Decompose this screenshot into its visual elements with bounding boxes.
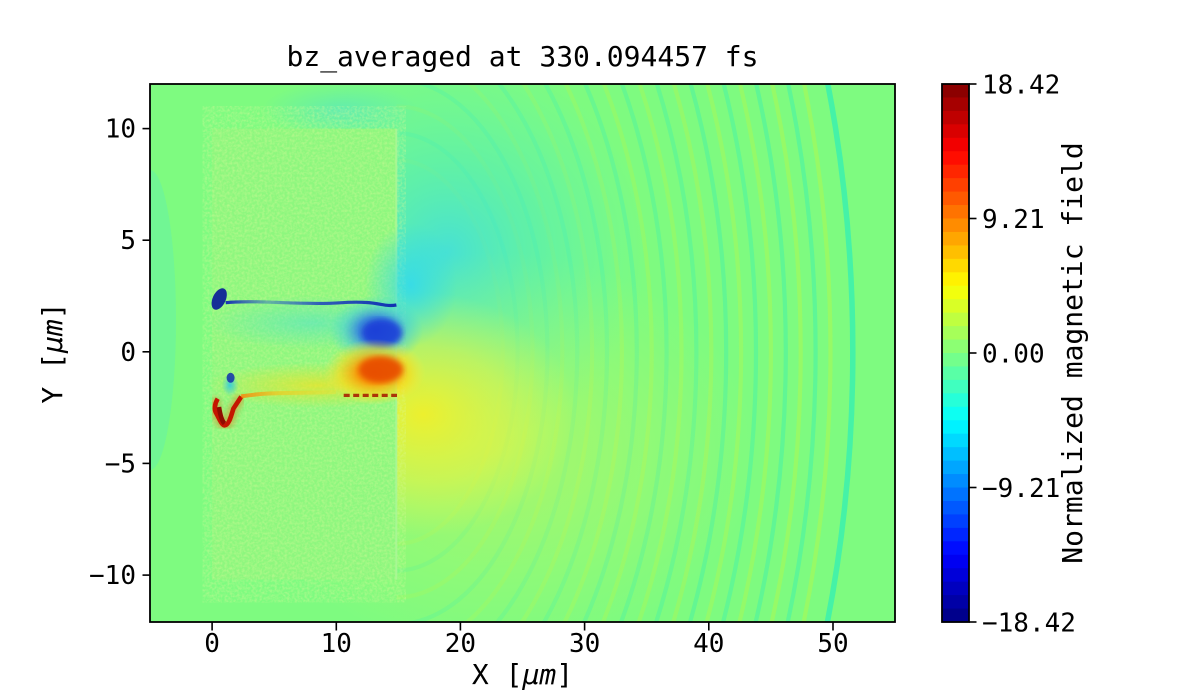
colorbar-level [942, 595, 969, 610]
y-tick-label: 5 [120, 226, 136, 256]
colorbar-level [942, 353, 969, 368]
colorbar-tick-label: 9.21 [982, 205, 1045, 235]
colorbar-level [942, 299, 969, 314]
y-tick-marks [142, 127, 150, 576]
colorbar-level [942, 500, 969, 515]
x-tick-label: 50 [817, 629, 848, 659]
negative-spot-above-hook [221, 374, 239, 397]
colorbar-tick-label: −9.21 [982, 474, 1060, 504]
x-tick-label: 20 [445, 629, 476, 659]
y-tick-label: 0 [120, 338, 136, 368]
wavefront-arc [785, 84, 818, 622]
x-tick-label: 30 [569, 629, 600, 659]
colorbar-level [942, 272, 969, 287]
colorbar-level [942, 406, 969, 421]
positive-orange-core [359, 356, 403, 383]
colorbar-tick-marks [969, 83, 977, 623]
colorbar-level [942, 514, 969, 529]
colorbar-level [942, 379, 969, 394]
heatmap-field [150, 84, 895, 622]
wavefront-arc [824, 84, 856, 622]
colorbar-level [942, 137, 969, 152]
left-edge-cyan-tint [150, 170, 176, 470]
colorbar-level [942, 541, 969, 556]
cyan-top-band [262, 84, 418, 138]
colorbar-level [942, 608, 969, 623]
y-label-mu: μm [36, 319, 69, 354]
wavefront-arc [753, 84, 788, 622]
y-label-prefix: Y [ [36, 353, 69, 404]
wavefront-arc [769, 84, 803, 622]
colorbar-level [942, 554, 969, 569]
wavefront-arc [737, 84, 773, 622]
colorbar-level [942, 474, 969, 489]
colorbar-level [942, 527, 969, 542]
colorbar-level [942, 97, 969, 112]
x-tick-label: 40 [693, 629, 724, 659]
wavefront-arc [801, 84, 833, 622]
positive-hook-dark-core [216, 406, 227, 426]
y-label-suffix: ] [36, 302, 69, 319]
x-label-prefix: X [ [472, 658, 523, 691]
colorbar-level [942, 285, 969, 300]
colorbar-level [942, 178, 969, 193]
y-tick-label: 10 [105, 115, 136, 145]
colorbar-level [942, 205, 969, 220]
x-label-mu: μm [522, 658, 557, 691]
deep-negative-comma-spot [211, 288, 227, 310]
channel-upper-wall-line [225, 300, 397, 308]
y-axis-label: Y [μm] [36, 302, 69, 403]
colorbar-level [942, 460, 969, 475]
colorbar-tick-label: −18.42 [982, 609, 1076, 639]
axes-frame [149, 83, 896, 623]
colorbar-level [942, 568, 969, 583]
wavefront-arc [687, 84, 729, 622]
colorbar-levels [942, 84, 969, 623]
colorbar-level [942, 326, 969, 341]
colorbar-level [942, 164, 969, 179]
colorbar-tick-label: 18.42 [982, 71, 1060, 101]
wavefront-arc [704, 84, 744, 622]
colorbar-level [942, 447, 969, 462]
colorbar-level [942, 312, 969, 327]
x-tick-marks [211, 622, 834, 631]
colorbar-level [942, 393, 969, 408]
colorbar-level [942, 110, 969, 125]
wavefront-arc [720, 84, 758, 622]
colorbar-level [942, 420, 969, 435]
y-tick-label: −10 [89, 561, 136, 591]
colorbar-tick-label: 0.00 [982, 340, 1045, 370]
colorbar-level [942, 245, 969, 260]
colorbar-level [942, 366, 969, 381]
x-label-suffix: ] [556, 658, 573, 691]
colorbar-level [942, 124, 969, 139]
colorbar-level [942, 84, 969, 99]
y-tick-label: −5 [105, 449, 136, 479]
colorbar-level [942, 191, 969, 206]
yellow-streak-from-hook [240, 389, 337, 399]
x-tick-label: 0 [204, 629, 220, 659]
colorbar-label: Normalized magnetic field [1056, 142, 1089, 563]
colorbar-level [942, 433, 969, 448]
colorbar-level [942, 258, 969, 273]
plot-title: bz_averaged at 330.094457 fs [286, 40, 758, 74]
colorbar-level [942, 151, 969, 166]
colorbar-level [942, 487, 969, 502]
x-axis-label: X [μm] [472, 658, 573, 691]
colorbar-level [942, 339, 969, 354]
colorbar-level [942, 581, 969, 596]
colorbar-level [942, 218, 969, 233]
navy-dot-above-hook [226, 372, 235, 383]
colorbar-level [942, 231, 969, 246]
x-tick-label: 10 [321, 629, 352, 659]
